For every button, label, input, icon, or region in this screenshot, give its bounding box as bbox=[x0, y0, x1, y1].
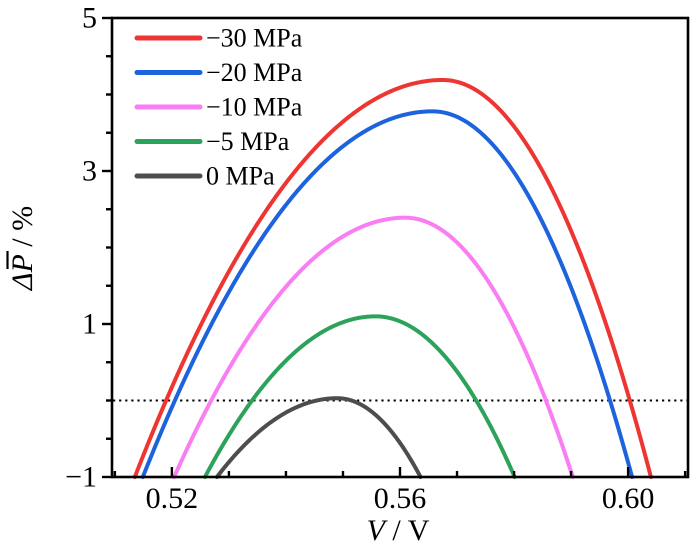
y-tick-label: 3 bbox=[82, 155, 97, 188]
x-axis-separator: / bbox=[385, 514, 408, 547]
legend: −30 MPa −20 MPa −10 MPa −5 MPa 0 MPa bbox=[134, 24, 303, 191]
legend-label-0-mpa: 0 MPa bbox=[206, 162, 275, 191]
ticks-layer bbox=[102, 16, 687, 479]
y-axis-delta: Δ bbox=[6, 273, 39, 292]
x-tick-label: 0.52 bbox=[146, 482, 199, 515]
legend-label--5-mpa: −5 MPa bbox=[206, 127, 290, 156]
curves-layer bbox=[132, 77, 653, 479]
y-axis-title: ΔP / % bbox=[6, 206, 39, 291]
legend-item: 0 MPa bbox=[134, 162, 275, 191]
legend-item: −5 MPa bbox=[134, 127, 290, 156]
legend-label--30-mpa: −30 MPa bbox=[206, 24, 303, 53]
curve--30-mpa bbox=[132, 77, 653, 479]
curve--20-mpa bbox=[140, 109, 635, 479]
tick-labels-layer: 0.52 0.56 0.60 −1 1 3 5 bbox=[65, 2, 654, 516]
y-axis-unit: / % bbox=[6, 206, 39, 254]
legend-item: −30 MPa bbox=[134, 24, 303, 53]
curve--5-mpa bbox=[202, 314, 517, 479]
y-axis-title-group: ΔP / % bbox=[6, 206, 39, 291]
y-tick-label: 5 bbox=[82, 2, 97, 35]
legend-item: −10 MPa bbox=[134, 93, 303, 122]
legend-label--10-mpa: −10 MPa bbox=[206, 93, 303, 122]
legend-item: −20 MPa bbox=[134, 58, 303, 87]
x-tick-label: 0.60 bbox=[602, 482, 655, 515]
y-axis-symbol: P bbox=[6, 254, 39, 273]
curve-0-mpa bbox=[214, 396, 423, 479]
x-axis-unit: V bbox=[408, 514, 430, 547]
x-tick-label: 0.56 bbox=[374, 482, 427, 515]
curve--10-mpa bbox=[172, 215, 575, 479]
x-axis-symbol: V bbox=[367, 514, 389, 547]
y-tick-label: 1 bbox=[82, 308, 97, 341]
legend-label--20-mpa: −20 MPa bbox=[206, 58, 303, 87]
x-axis-title: V / V bbox=[367, 514, 430, 547]
y-tick-label: −1 bbox=[65, 461, 97, 494]
